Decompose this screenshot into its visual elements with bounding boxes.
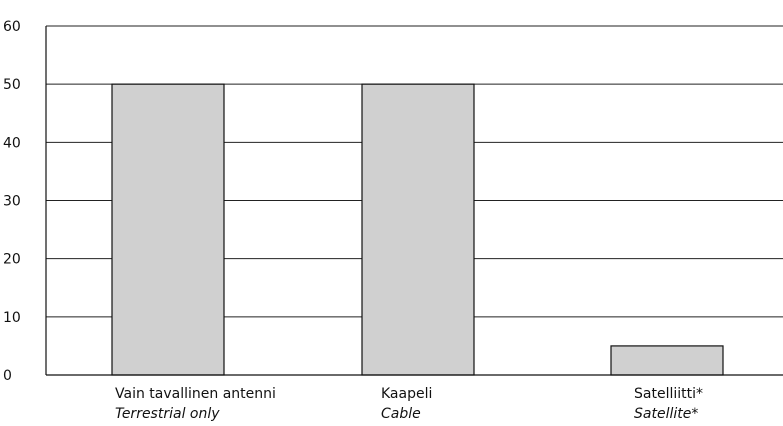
y-tick-label: 0 [3, 368, 12, 384]
x-category-label: Kaapeli [381, 386, 432, 402]
x-category-label: Vain tavallinen antenni [115, 386, 276, 402]
x-category-label-english: Satellite* [634, 406, 698, 422]
y-tick-label: 40 [3, 135, 21, 151]
bars [111, 83, 724, 376]
y-axis-ticks: 0 10 20 30 40 50 60 [3, 19, 21, 384]
bar [111, 83, 225, 376]
x-axis-labels: Vain tavallinen antenni Terrestrial only K… [115, 386, 703, 422]
y-tick-label: 30 [3, 194, 21, 210]
bar [610, 345, 724, 376]
y-tick-label: 60 [3, 19, 21, 35]
y-tick-label: 10 [3, 310, 21, 326]
x-category-label: Satelliitti* [634, 386, 703, 402]
bar [361, 83, 475, 376]
x-category-label-english: Cable [381, 406, 421, 422]
y-tick-label: 20 [3, 252, 21, 268]
x-category-label-english: Terrestrial only [115, 406, 220, 422]
y-tick-label: 50 [3, 77, 21, 93]
